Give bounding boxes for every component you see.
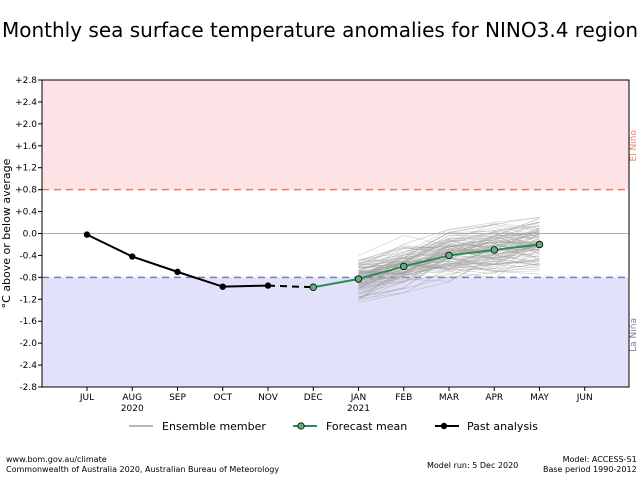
past-analysis-point	[264, 282, 272, 289]
ensemble-member-line	[358, 256, 540, 284]
x-tick-label: OCT	[213, 393, 232, 403]
footer-model-run: Model run: 5 Dec 2020	[427, 461, 519, 470]
ensemble-member-line	[358, 242, 540, 287]
legend-forecast-marker	[297, 422, 305, 430]
ensemble-member-line	[358, 224, 540, 282]
ensemble-member-line	[358, 260, 540, 276]
ensemble-member-line	[358, 224, 540, 281]
footer-right: Model: ACCESS-S1 Base period 1990-2012	[543, 455, 637, 475]
la-nina-label: La Niña	[629, 318, 639, 352]
x-tick-label: JUN	[576, 393, 593, 403]
x-tick-label: JAN	[350, 393, 366, 403]
data-series	[83, 231, 544, 291]
y-tick-label: +0.4	[15, 208, 37, 218]
y-tick-label: +0.8	[15, 186, 37, 196]
ensemble-member-line	[358, 248, 540, 290]
forecast-mean-point	[490, 246, 498, 254]
y-tick-label: -2.8	[19, 383, 37, 393]
ensemble-member-line	[358, 235, 540, 264]
chart-axes: +2.8 +2.4 +2.0 +1.6 +1.2 +0.8 +0.4 0.0 -0.4 -0.8 -…	[0, 76, 630, 414]
forecast-mean-point	[309, 283, 317, 291]
y-tick-label: -2.4	[19, 361, 37, 371]
past-analysis-point	[174, 268, 181, 276]
ensemble-member-line	[358, 261, 540, 271]
y-tick-label: +1.2	[15, 164, 37, 174]
y-tick-label: +2.4	[15, 98, 37, 108]
chart-legend: Ensemble member Forecast mean Past analysi…	[129, 420, 538, 433]
legend-past-marker	[440, 422, 448, 430]
footer-base-period: Base period 1990-2012	[543, 465, 637, 474]
chart-title: Monthly sea surface temperature anomalie…	[1, 18, 639, 42]
footer-model: Model: ACCESS-S1	[562, 455, 637, 464]
past-analysis-point	[83, 231, 91, 238]
x-tick-label: APR	[485, 393, 503, 403]
chart-background: El Niño La Niña	[42, 80, 639, 387]
forecast-mean-point	[354, 275, 363, 283]
ensemble-member-line	[358, 221, 540, 300]
ensemble-member-line	[358, 226, 540, 276]
x-tick-label: NOV	[258, 393, 279, 403]
y-tick-label: -0.8	[19, 273, 37, 283]
legend-past-label: Past analysis	[467, 420, 538, 433]
y-tick-label: -0.4	[19, 251, 37, 261]
ensemble-member-line	[358, 218, 540, 287]
y-tick-label: +2.0	[15, 120, 37, 130]
x-tick-label: DEC	[304, 393, 323, 403]
forecast-mean-point	[445, 251, 453, 260]
forecast-mean-line	[313, 243, 540, 289]
ensemble-member-line	[358, 233, 540, 293]
footer-left: www.bom.gov.au/climate Commonwealth of A…	[6, 455, 279, 475]
ensemble-member-line	[358, 248, 540, 264]
x-tick-label: MAR	[439, 393, 459, 403]
y-tick-label: -1.2	[19, 295, 37, 305]
y-tick-label: -2.0	[19, 339, 37, 349]
y-axis-label: °C above or below average	[0, 158, 13, 308]
ensemble-member-line	[358, 258, 540, 275]
x-tick-label: SEP	[169, 393, 186, 403]
el-nino-region	[42, 80, 629, 190]
footer-site[interactable]: www.bom.gov.au/climate	[6, 455, 107, 464]
la-nina-region	[42, 277, 629, 387]
ensemble-member-line	[358, 232, 540, 284]
past-analysis-point	[219, 283, 226, 290]
past-forecast-connector	[267, 284, 314, 289]
legend-ensemble-label: Ensemble member	[162, 420, 266, 433]
x-tick-label: MAY	[530, 393, 549, 403]
past-analysis-point	[129, 253, 136, 260]
x-year-label: 2021	[347, 404, 370, 414]
y-tick-label: 0.0	[23, 230, 38, 240]
forecast-mean-point	[400, 262, 408, 271]
footer-copyright: Commonwealth of Australia 2020, Australi…	[6, 465, 280, 474]
x-tick-label: JUL	[79, 393, 94, 403]
legend-forecast-label: Forecast mean	[326, 420, 407, 433]
ensemble-member-line	[358, 249, 540, 298]
forecast-mean-point	[535, 240, 544, 249]
ensemble-member-line	[358, 242, 540, 268]
x-tick-label: FEB	[395, 393, 412, 403]
x-year-label: 2020	[121, 404, 144, 414]
el-nino-label: El Niño	[629, 130, 639, 162]
y-tick-label: +1.6	[15, 142, 37, 152]
y-tick-label: -1.6	[19, 317, 37, 327]
y-tick-label: +2.8	[15, 76, 37, 86]
x-tick-label: AUG	[122, 393, 142, 403]
